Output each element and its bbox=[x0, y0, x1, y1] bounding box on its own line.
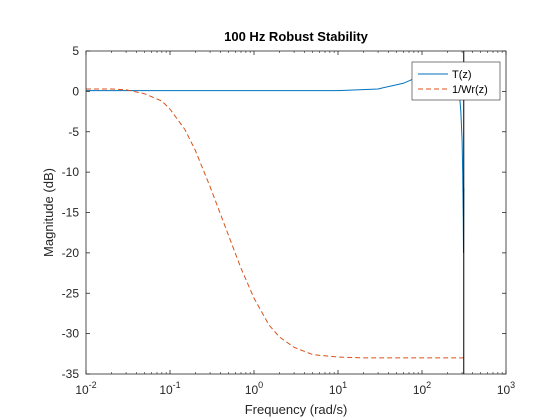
y-tick-label: -5 bbox=[68, 125, 79, 139]
x-tick-label: 10-2 bbox=[75, 380, 96, 397]
y-tick-label: -15 bbox=[62, 206, 80, 220]
y-tick-label: -10 bbox=[62, 165, 80, 179]
x-tick-label: 101 bbox=[329, 380, 347, 397]
y-tick-label: -35 bbox=[62, 367, 80, 381]
y-tick-label: -30 bbox=[62, 327, 80, 341]
x-tick-label: 100 bbox=[245, 380, 263, 397]
x-tick-label: 102 bbox=[413, 380, 431, 397]
chart-title: 100 Hz Robust Stability bbox=[224, 29, 369, 44]
legend-label-2: 1/Wr(z) bbox=[452, 84, 488, 96]
y-tick-label: -25 bbox=[62, 286, 80, 300]
legend[interactable]: T(z) 1/Wr(z) bbox=[412, 62, 500, 100]
x-tick-label: 103 bbox=[497, 380, 515, 397]
y-tick-label: 0 bbox=[72, 84, 79, 98]
y-axis-label: Magnitude (dB) bbox=[41, 168, 56, 257]
y-tick-label: -20 bbox=[62, 246, 80, 260]
legend-label-1: T(z) bbox=[452, 69, 472, 81]
x-tick-label: 10-1 bbox=[159, 380, 180, 397]
x-axis-label: Frequency (rad/s) bbox=[245, 402, 348, 417]
y-tick-label: 5 bbox=[72, 44, 79, 58]
